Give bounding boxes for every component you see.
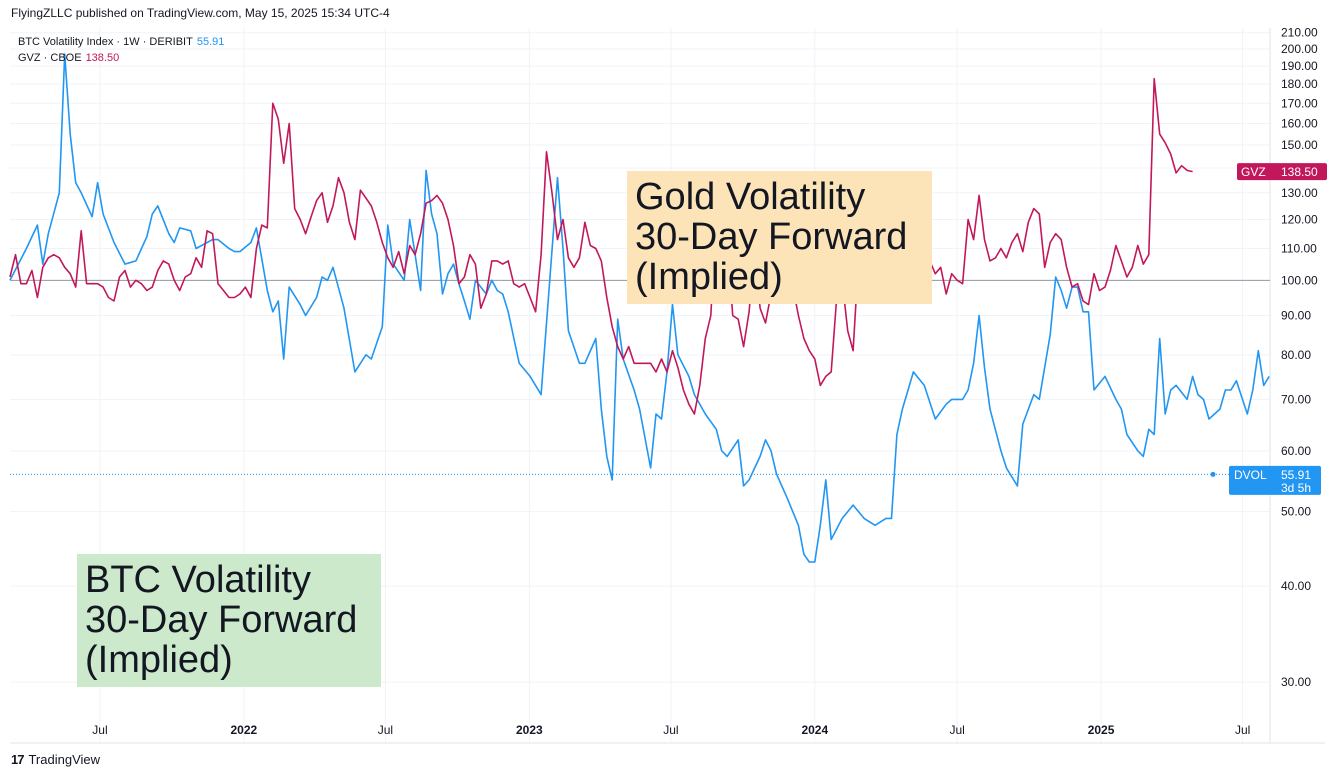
y-tick-label: 190.00 [1281, 59, 1318, 73]
y-tick-label: 100.00 [1281, 273, 1318, 287]
dvol-label-countdown: 3d 5h [1281, 481, 1311, 495]
tradingview-footer[interactable]: 17 TradingView [11, 752, 100, 767]
y-tick-label: 150.00 [1281, 138, 1318, 152]
y-tick-label: 130.00 [1281, 186, 1318, 200]
x-tick-label: Jul [378, 723, 393, 737]
y-tick-label: 60.00 [1281, 444, 1311, 458]
tradingview-logo-icon: 17 [11, 752, 25, 767]
btc-annotation-line-1: BTC Volatility [85, 559, 311, 601]
legend-btc-value: 55.91 [196, 36, 225, 48]
gvz-label-value: 138.50 [1281, 165, 1318, 179]
gold-annotation-line-2: 30-Day Forward [635, 216, 908, 258]
x-tick-label: 2022 [231, 723, 258, 737]
y-tick-label: 120.00 [1281, 212, 1318, 226]
legend-gvz-value: 138.50 [85, 52, 120, 64]
x-tick-label: 2025 [1088, 723, 1115, 737]
gold-annotation-line-3: (Implied) [635, 256, 783, 298]
gold-annotation-line-1: Gold Volatility [635, 176, 866, 218]
x-tick-label: Jul [949, 723, 964, 737]
legend-btc-label: BTC Volatility Index · 1W · DERIBIT [18, 36, 193, 48]
publisher-header: FlyingZLLC published on TradingView.com,… [11, 6, 390, 20]
x-tick-label: Jul [1235, 723, 1250, 737]
legend-gvz-label: GVZ · CBOE [18, 52, 82, 64]
gvz-price-label: GVZ 138.50 [1237, 163, 1327, 181]
btc-volatility-series [9, 53, 1270, 563]
dvol-price-label: DVOL 55.91 3d 5h [1229, 465, 1321, 495]
dvol-label-value: 55.91 [1281, 468, 1311, 482]
gold-volatility-annotation[interactable]: Gold Volatility 30-Day Forward (Implied) [627, 171, 932, 304]
y-tick-label: 40.00 [1281, 579, 1311, 593]
btc-volatility-annotation[interactable]: BTC Volatility 30-Day Forward (Implied) [77, 554, 381, 687]
legend-gvz[interactable]: GVZ · CBOE 138.50 [18, 52, 119, 64]
btc-last-point [1210, 471, 1216, 477]
x-tick-label: Jul [663, 723, 678, 737]
btc-annotation-line-2: 30-Day Forward [85, 599, 358, 641]
x-tick-label: Jul [92, 723, 107, 737]
y-tick-label: 80.00 [1281, 348, 1311, 362]
x-axis-ticks: Jul 2022 Jul 2023 Jul 2024 Jul 2025 Jul [92, 723, 1250, 737]
legend-btc[interactable]: BTC Volatility Index · 1W · DERIBIT 55.91 [18, 36, 224, 48]
gvz-series [9, 77, 1193, 415]
y-tick-label: 170.00 [1281, 96, 1318, 110]
y-tick-label: 200.00 [1281, 42, 1318, 56]
x-tick-label: 2024 [801, 723, 828, 737]
dvol-label-name: DVOL [1234, 468, 1267, 482]
y-tick-label: 70.00 [1281, 392, 1311, 406]
y-tick-label: 210.00 [1281, 26, 1318, 40]
y-tick-label: 50.00 [1281, 505, 1311, 519]
y-tick-label: 160.00 [1281, 116, 1318, 130]
y-tick-label: 90.00 [1281, 309, 1311, 323]
y-tick-label: 30.00 [1281, 675, 1311, 689]
btc-annotation-line-3: (Implied) [85, 639, 233, 681]
y-tick-label: 180.00 [1281, 77, 1318, 91]
gvz-label-name: GVZ [1241, 165, 1266, 179]
x-tick-label: 2023 [516, 723, 543, 737]
y-axis-ticks: 30.00 40.00 50.00 60.00 70.00 80.00 90.00 100.0… [1281, 26, 1318, 689]
tradingview-brand: TradingView [28, 752, 101, 767]
y-tick-label: 110.00 [1281, 242, 1317, 256]
